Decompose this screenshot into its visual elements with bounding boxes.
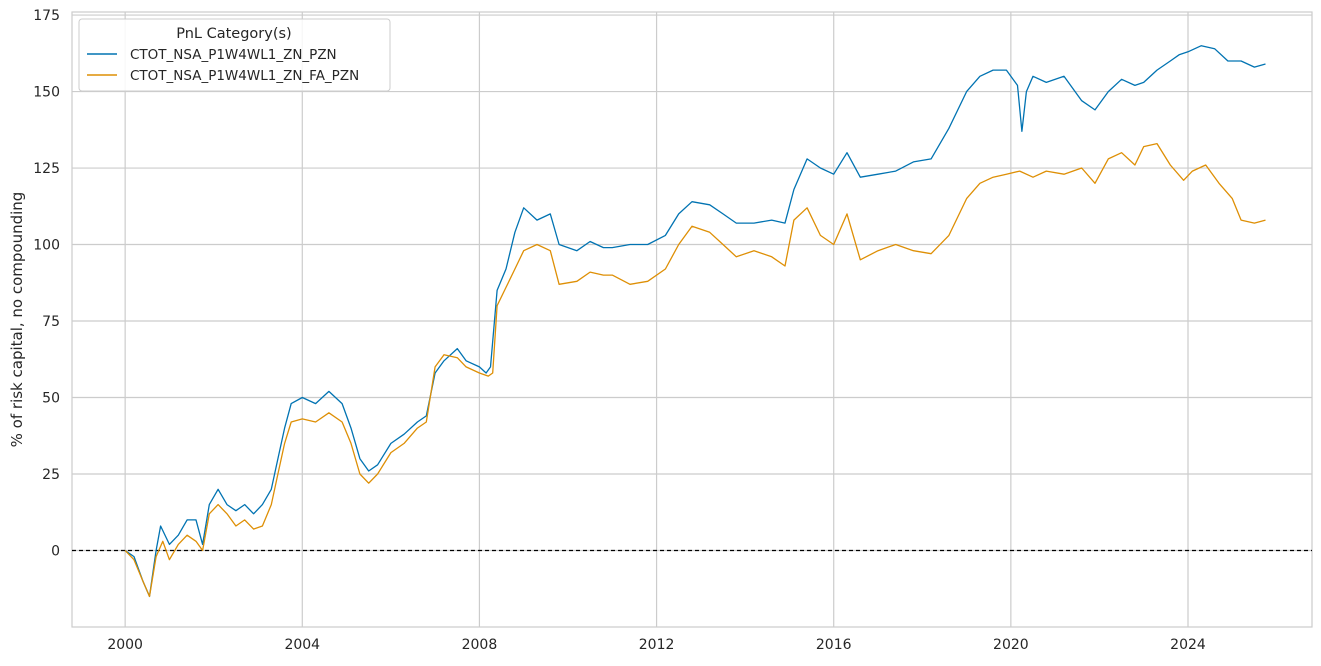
x-tick-label: 2012 [639, 637, 675, 653]
legend-entry-label: CTOT_NSA_P1W4WL1_ZN_FA_PZN [130, 68, 359, 84]
y-tick-label: 0 [51, 544, 60, 560]
x-axis-tick-labels: 2000 2004 2008 2012 2016 2020 2024 [107, 637, 1206, 653]
x-tick-label: 2004 [284, 637, 320, 653]
legend-entry-label: CTOT_NSA_P1W4WL1_ZN_PZN [130, 47, 337, 63]
y-axis-label: % of risk capital, no compounding [8, 192, 26, 448]
grid-lines [72, 12, 1312, 627]
legend-box [78, 18, 391, 92]
plot-frame [71, 11, 1313, 628]
x-tick-label: 2016 [816, 637, 852, 653]
y-axis-tick-labels: 0 25 50 75 100 125 150 175 [33, 8, 60, 559]
x-tick-label: 2024 [1170, 637, 1206, 653]
y-tick-label: 175 [33, 8, 60, 24]
x-tick-label: 2020 [993, 637, 1029, 653]
y-tick-label: 100 [33, 238, 60, 254]
legend-title: PnL Category(s) [176, 26, 291, 42]
y-tick-label: 50 [42, 391, 60, 407]
series-layer [124, 45, 1266, 598]
series-line-1 [124, 45, 1266, 598]
legend-entries: CTOT_NSA_P1W4WL1_ZN_PZN CTOT_NSA_P1W4WL1_… [87, 47, 359, 84]
x-tick-label: 2008 [462, 637, 498, 653]
y-tick-label: 25 [42, 467, 60, 483]
series-line-2 [124, 142, 1266, 598]
y-tick-label: 150 [33, 85, 60, 101]
x-tick-label: 2000 [107, 637, 143, 653]
y-tick-label: 125 [33, 161, 60, 177]
legend: PnL Category(s) CTOT_NSA_P1W4WL1_ZN_PZNC… [78, 18, 391, 92]
y-tick-label: 75 [42, 314, 60, 330]
